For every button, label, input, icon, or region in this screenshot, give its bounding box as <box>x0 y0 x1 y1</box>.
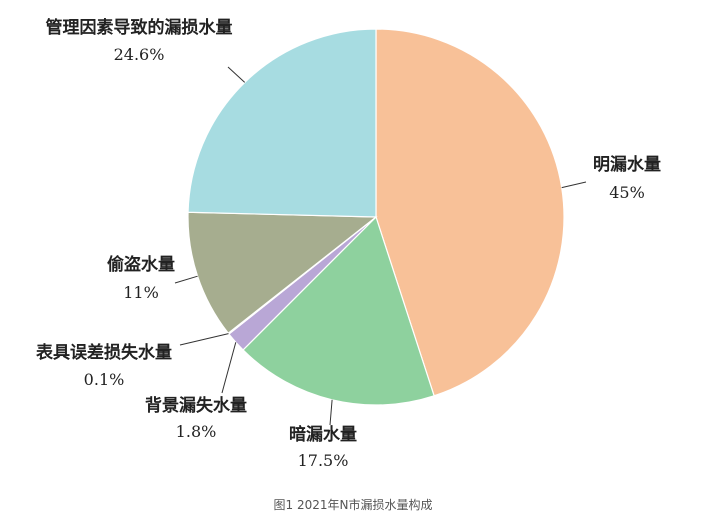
slice-name-label-3: 表具误差损失水量 <box>36 342 172 363</box>
slice-labels: 明漏水量 45% 暗漏水量 17.5% 背景漏失水量 1.8% 表具误差损失水量 0.1% 偷盗… <box>36 17 661 470</box>
leader-line-1 <box>329 399 333 426</box>
pie-slice-5 <box>187 28 377 218</box>
leader-line-3 <box>179 333 229 346</box>
slice-value-label-5: 24.6% <box>114 45 165 64</box>
slice-name-label-5: 管理因素导致的漏损水量 <box>46 17 233 38</box>
slice-value-label-0: 45% <box>609 183 645 202</box>
slice-value-label-4: 11% <box>123 283 159 302</box>
leader-line-0 <box>561 181 587 189</box>
slice-name-label-4: 偷盗水量 <box>107 254 175 275</box>
leader-line-4 <box>174 275 198 284</box>
slice-name-label-2: 背景漏失水量 <box>145 395 247 416</box>
slice-name-label-0: 明漏水量 <box>593 154 661 175</box>
slice-value-label-2: 1.8% <box>176 422 217 441</box>
slice-value-label-1: 17.5% <box>298 451 349 470</box>
slice-name-label-1: 暗漏水量 <box>289 424 357 445</box>
pie-slice-1 <box>242 215 435 406</box>
leader-lines <box>174 66 587 426</box>
leader-line-5 <box>227 66 246 83</box>
pie-slice-0 <box>375 28 565 397</box>
pie-slices <box>187 28 565 406</box>
pie-chart: 明漏水量 45% 暗漏水量 17.5% 背景漏失水量 1.8% 表具误差损失水量 0.1% 偷盗… <box>36 17 661 470</box>
slice-value-label-3: 0.1% <box>84 370 125 389</box>
leader-line-2 <box>221 342 237 394</box>
figure-caption: 图1 2021年N市漏损水量构成 <box>273 498 433 512</box>
